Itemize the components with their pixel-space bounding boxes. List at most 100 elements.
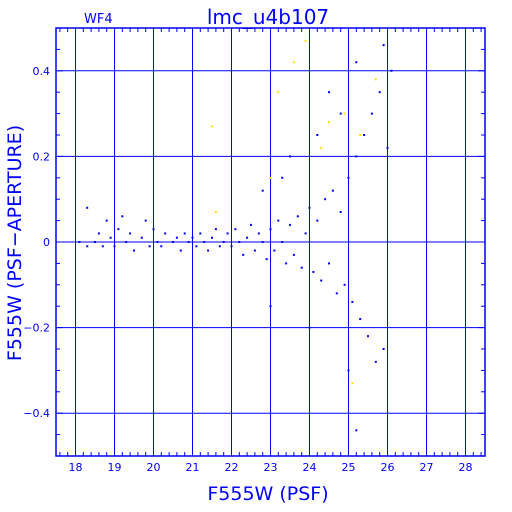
- data-point-secondary: [304, 39, 307, 42]
- data-point: [308, 206, 311, 209]
- data-point: [195, 245, 198, 248]
- data-point: [331, 189, 334, 192]
- data-point: [86, 245, 89, 248]
- data-point: [242, 253, 245, 256]
- data-point: [281, 241, 284, 243]
- data-point: [347, 176, 350, 179]
- data-point: [374, 360, 377, 363]
- x-tick-label: 19: [108, 461, 122, 474]
- data-point: [292, 253, 295, 256]
- data-point: [152, 228, 155, 231]
- data-point: [339, 112, 342, 115]
- data-point: [277, 219, 280, 222]
- data-point: [304, 232, 307, 235]
- data-point: [144, 219, 147, 222]
- data-point: [359, 318, 362, 321]
- data-point: [324, 198, 327, 201]
- data-point: [261, 189, 264, 192]
- y-axis-label: F555W (PSF−APERTURE): [4, 125, 26, 361]
- data-point: [230, 245, 233, 248]
- data-point-secondary: [351, 382, 354, 385]
- data-point: [261, 241, 264, 243]
- data-point: [273, 249, 276, 252]
- data-point: [355, 155, 358, 158]
- data-point: [308, 326, 311, 329]
- y-tick-label: −0.2: [23, 322, 50, 335]
- data-point: [382, 44, 385, 47]
- data-point: [140, 236, 143, 239]
- data-point: [179, 249, 182, 252]
- y-tick-label: −0.4: [23, 407, 50, 420]
- data-point: [343, 283, 346, 286]
- data-point: [296, 215, 299, 218]
- data-point-secondary: [328, 121, 330, 124]
- data-point-secondary: [211, 125, 213, 128]
- data-point: [148, 245, 151, 248]
- data-point-secondary: [343, 112, 346, 115]
- chart-title: lmc_u4b107: [207, 5, 329, 29]
- data-point: [328, 262, 330, 265]
- data-point: [105, 219, 108, 222]
- y-tick-label: 0.2: [33, 150, 51, 163]
- data-point: [199, 232, 202, 235]
- data-point: [156, 241, 159, 243]
- data-point: [94, 241, 96, 243]
- data-point-secondary: [292, 61, 295, 64]
- x-axis-label: F555W (PSF): [207, 483, 328, 505]
- data-point: [238, 241, 241, 243]
- data-point: [289, 155, 291, 158]
- data-point: [320, 279, 323, 282]
- data-point: [300, 266, 303, 269]
- data-point: [289, 223, 291, 226]
- data-point-secondary: [359, 134, 362, 136]
- data-point: [160, 245, 163, 248]
- x-tick-label: 21: [186, 461, 200, 474]
- data-point: [109, 236, 112, 239]
- x-tick-label: 20: [147, 461, 161, 474]
- data-point: [370, 112, 373, 115]
- tick-labels: 18 19 20 21 22 23 24 25 26 27 28 −0.4 −0.2 0 0.2 0.4: [23, 65, 472, 474]
- x-tick-label: 26: [381, 461, 395, 474]
- data-point: [234, 228, 237, 231]
- data-point: [129, 232, 132, 235]
- x-tick-label: 24: [303, 461, 317, 474]
- data-point: [335, 292, 338, 295]
- data-point: [328, 91, 330, 94]
- data-point: [367, 335, 369, 338]
- x-tick-label: 23: [264, 461, 278, 474]
- data-point: [125, 241, 128, 243]
- data-point: [191, 236, 194, 239]
- data-point: [386, 146, 389, 149]
- data-point-secondary: [214, 211, 217, 214]
- data-point: [133, 249, 135, 252]
- data-point-secondary: [277, 91, 280, 94]
- x-tick-label: 18: [69, 461, 83, 474]
- data-point: [269, 305, 272, 308]
- data-point: [203, 241, 206, 243]
- data-point: [101, 245, 104, 248]
- y-tick-label: 0.4: [33, 65, 51, 78]
- data-point: [218, 245, 221, 248]
- data-point-secondary: [269, 176, 272, 179]
- data-point: [281, 176, 284, 179]
- data-point: [117, 228, 120, 231]
- data-point-secondary: [374, 78, 377, 81]
- data-point: [214, 228, 217, 231]
- data-point: [316, 219, 319, 222]
- data-point: [257, 232, 260, 235]
- data-point: [222, 241, 225, 243]
- data-point: [265, 258, 268, 261]
- data-point: [347, 369, 350, 372]
- data-point: [269, 228, 272, 231]
- data-points: [78, 39, 393, 432]
- data-point: [172, 241, 174, 243]
- data-point: [363, 134, 366, 136]
- x-tick-label: 22: [225, 461, 239, 474]
- data-point: [226, 232, 229, 235]
- data-point: [113, 245, 116, 248]
- data-point: [250, 223, 252, 226]
- x-tick-label: 28: [459, 461, 473, 474]
- data-point: [86, 206, 89, 209]
- data-point: [207, 249, 210, 252]
- data-point-secondary: [320, 146, 323, 149]
